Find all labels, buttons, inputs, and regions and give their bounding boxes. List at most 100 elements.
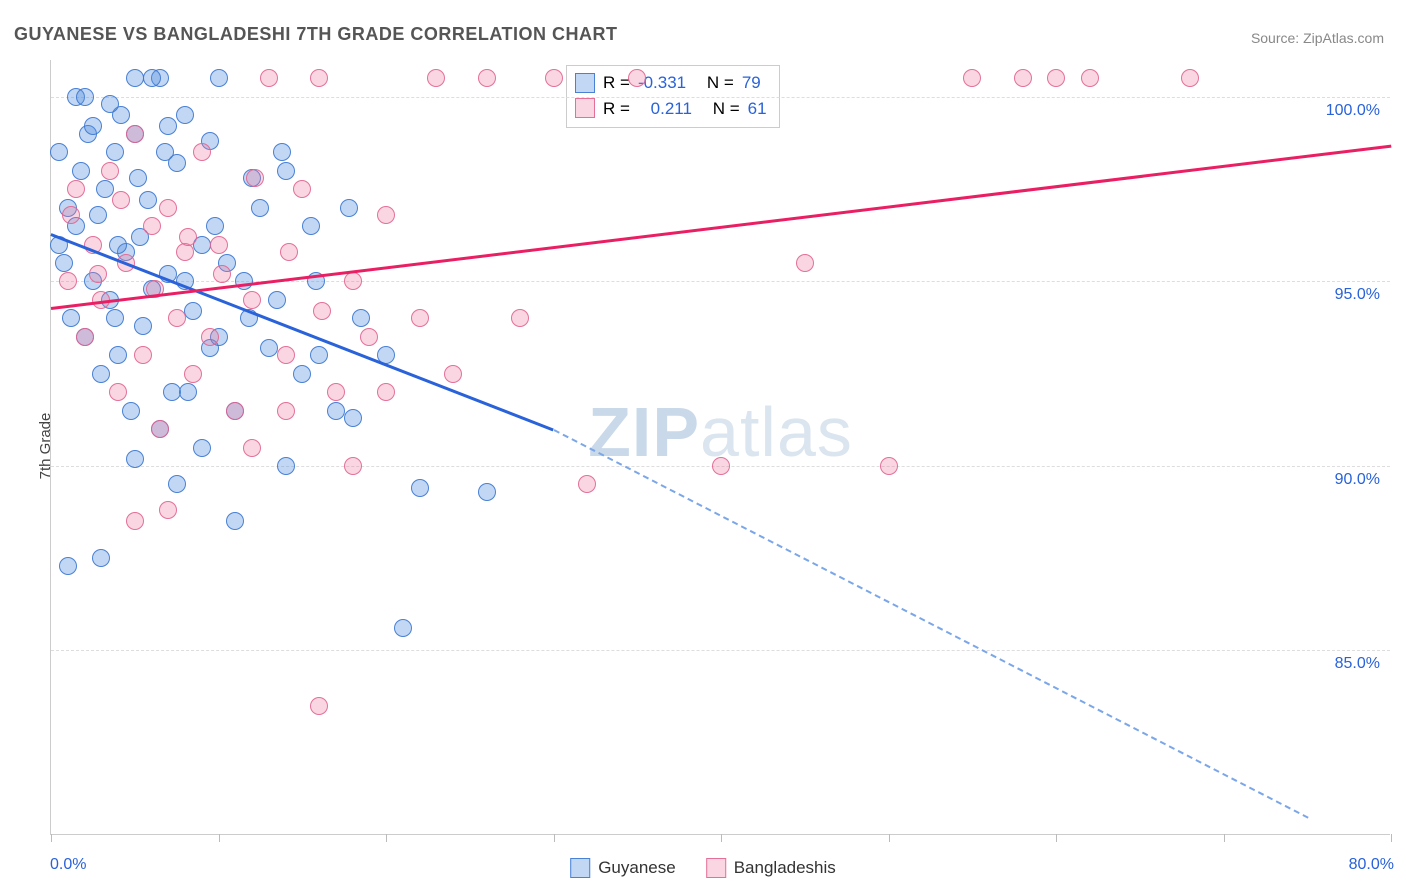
point-bangladeshi xyxy=(511,309,529,327)
n-label: N = xyxy=(713,96,740,122)
x-tick-0: 0.0% xyxy=(50,856,86,874)
legend-swatch-pink xyxy=(706,858,726,878)
x-tick xyxy=(1056,834,1057,842)
point-bangladeshi xyxy=(360,328,378,346)
x-tick-80: 80.0% xyxy=(1349,856,1394,874)
point-guyanese xyxy=(193,439,211,457)
point-guyanese xyxy=(293,365,311,383)
point-bangladeshi xyxy=(427,69,445,87)
point-guyanese xyxy=(129,169,147,187)
y-tick-label: 85.0% xyxy=(1335,655,1380,673)
legend: Guyanese Bangladeshis xyxy=(570,858,836,878)
legend-label-1: Bangladeshis xyxy=(734,858,836,878)
stats-row-guyanese: R = -0.331 N = 79 xyxy=(575,70,767,96)
point-guyanese xyxy=(176,106,194,124)
point-guyanese xyxy=(340,199,358,217)
point-guyanese xyxy=(106,143,124,161)
point-guyanese xyxy=(92,549,110,567)
point-guyanese xyxy=(139,191,157,209)
x-tick xyxy=(554,834,555,842)
source-label: Source: ZipAtlas.com xyxy=(1251,30,1384,46)
point-bangladeshi xyxy=(76,328,94,346)
point-bangladeshi xyxy=(277,346,295,364)
point-bangladeshi xyxy=(260,69,278,87)
point-bangladeshi xyxy=(310,69,328,87)
x-tick xyxy=(1224,834,1225,842)
n-value-0: 79 xyxy=(742,70,761,96)
trend-line xyxy=(553,429,1308,818)
point-bangladeshi xyxy=(184,365,202,383)
point-bangladeshi xyxy=(67,180,85,198)
point-guyanese xyxy=(327,402,345,420)
point-guyanese xyxy=(109,346,127,364)
point-guyanese xyxy=(302,217,320,235)
legend-label-0: Guyanese xyxy=(598,858,676,878)
point-guyanese xyxy=(251,199,269,217)
point-guyanese xyxy=(226,512,244,530)
point-bangladeshi xyxy=(344,272,362,290)
point-guyanese xyxy=(109,236,127,254)
legend-item-bangladeshi: Bangladeshis xyxy=(706,858,836,878)
point-guyanese xyxy=(89,206,107,224)
point-bangladeshi xyxy=(159,199,177,217)
x-tick xyxy=(51,834,52,842)
point-bangladeshi xyxy=(243,291,261,309)
y-tick-label: 100.0% xyxy=(1326,102,1380,120)
point-guyanese xyxy=(273,143,291,161)
point-guyanese xyxy=(72,162,90,180)
point-guyanese xyxy=(394,619,412,637)
plot-area: ZIPatlas R = -0.331 N = 79 R = 0.211 N =… xyxy=(50,60,1390,835)
point-bangladeshi xyxy=(444,365,462,383)
x-tick xyxy=(889,834,890,842)
point-bangladeshi xyxy=(62,206,80,224)
point-bangladeshi xyxy=(213,265,231,283)
point-bangladeshi xyxy=(126,125,144,143)
point-bangladeshi xyxy=(377,206,395,224)
point-bangladeshi xyxy=(126,512,144,530)
x-tick xyxy=(1391,834,1392,842)
point-guyanese xyxy=(96,180,114,198)
point-guyanese xyxy=(411,479,429,497)
point-bangladeshi xyxy=(193,143,211,161)
point-guyanese xyxy=(62,309,80,327)
point-bangladeshi xyxy=(168,309,186,327)
point-guyanese xyxy=(206,217,224,235)
point-bangladeshi xyxy=(545,69,563,87)
point-bangladeshi xyxy=(880,457,898,475)
point-bangladeshi xyxy=(310,697,328,715)
point-bangladeshi xyxy=(112,191,130,209)
point-bangladeshi xyxy=(478,69,496,87)
point-bangladeshi xyxy=(578,475,596,493)
legend-swatch-blue xyxy=(570,858,590,878)
point-bangladeshi xyxy=(327,383,345,401)
point-bangladeshi xyxy=(344,457,362,475)
point-guyanese xyxy=(344,409,362,427)
point-bangladeshi xyxy=(201,328,219,346)
legend-item-guyanese: Guyanese xyxy=(570,858,676,878)
point-bangladeshi xyxy=(963,69,981,87)
point-guyanese xyxy=(59,557,77,575)
point-guyanese xyxy=(55,254,73,272)
point-bangladeshi xyxy=(210,236,228,254)
point-bangladeshi xyxy=(243,439,261,457)
point-guyanese xyxy=(277,457,295,475)
point-bangladeshi xyxy=(1181,69,1199,87)
chart-title: GUYANESE VS BANGLADESHI 7TH GRADE CORREL… xyxy=(14,24,618,45)
point-bangladeshi xyxy=(411,309,429,327)
r-value-1: 0.211 xyxy=(651,96,692,122)
point-guyanese xyxy=(235,272,253,290)
point-guyanese xyxy=(122,402,140,420)
point-bangladeshi xyxy=(151,420,169,438)
point-bangladeshi xyxy=(179,228,197,246)
point-bangladeshi xyxy=(109,383,127,401)
point-bangladeshi xyxy=(159,501,177,519)
point-guyanese xyxy=(168,475,186,493)
point-guyanese xyxy=(478,483,496,501)
point-bangladeshi xyxy=(101,162,119,180)
n-value-1: 61 xyxy=(748,96,767,122)
point-bangladeshi xyxy=(293,180,311,198)
point-bangladeshi xyxy=(143,217,161,235)
point-guyanese xyxy=(277,162,295,180)
y-tick-label: 90.0% xyxy=(1335,471,1380,489)
point-guyanese xyxy=(50,143,68,161)
